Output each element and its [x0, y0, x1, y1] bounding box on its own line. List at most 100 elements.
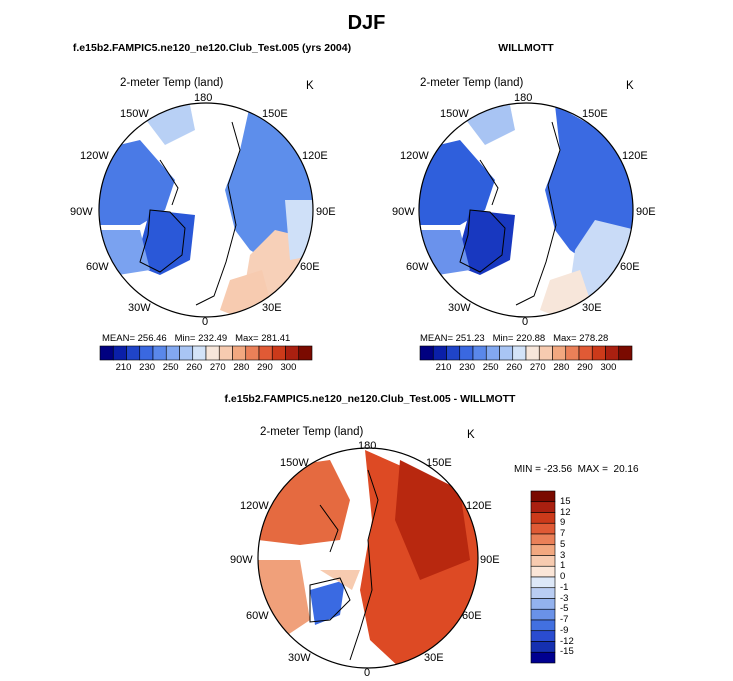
panel-2-min: 220.88 [516, 333, 546, 344]
colorbar-swatch [530, 501, 556, 513]
colorbar-swatch [126, 345, 141, 361]
panel-1-max: 281.41 [261, 333, 291, 344]
colorbar-tick-label: 250 [162, 362, 179, 373]
panel-3-stats: MIN = -23.56 MAX = 20.16 [514, 464, 639, 475]
panel-1-lon-180: 180 [194, 92, 213, 104]
panel-2-lon-30w: 30W [448, 302, 471, 314]
panel-2-max: 278.28 [579, 333, 609, 344]
colorbar-swatch [512, 345, 527, 361]
panel-1-mean: 256.46 [137, 333, 167, 344]
colorbar-swatch [179, 345, 194, 361]
colorbar-swatch [530, 522, 556, 535]
colorbar-tick-label: -1 [560, 581, 569, 593]
colorbar-swatch [165, 345, 180, 361]
colorbar-tick-label: 9 [560, 517, 566, 529]
colorbar-tick-label: 7 [560, 528, 566, 539]
colorbar-swatch [530, 576, 556, 589]
colorbar-swatch [192, 345, 207, 361]
panel-3-lon-120e: 120E [466, 500, 492, 512]
colorbar-swatch [605, 345, 620, 361]
colorbar-swatch [530, 544, 556, 556]
colorbar-tick-label: 1 [560, 560, 566, 572]
panel-3-lon-180: 180 [358, 440, 377, 452]
panel-3-lon-90w: 90W [230, 554, 253, 566]
colorbar-swatch [530, 490, 556, 503]
panel-2-lon-120e: 120E [622, 150, 648, 162]
panel-2-lon-0: 0 [522, 316, 529, 328]
colorbar-tick-label: -5 [560, 603, 569, 615]
colorbar-swatch [419, 345, 434, 361]
colorbar-tick-label: -9 [560, 624, 569, 636]
colorbar-swatch [565, 345, 580, 361]
panel-2-lon-180: 180 [514, 92, 533, 104]
panel-3-lon-150w: 150W [280, 457, 309, 469]
colorbar-swatch [525, 345, 540, 361]
panel-2-title: WILLMOTT [498, 42, 554, 54]
colorbar-tick-label: 15 [560, 495, 571, 507]
panel-3-colorbar [530, 490, 556, 664]
panel-2-colorbar [419, 345, 633, 361]
colorbar-swatch [459, 345, 474, 361]
panel-3-lon-60e: 60E [462, 610, 482, 622]
panel-1-lon-150w: 150W [120, 108, 149, 120]
colorbar-swatch [298, 345, 313, 361]
colorbar-swatch [530, 630, 556, 642]
panel-1-stats: MEAN= 256.46 Min= 232.49 Max= 281.41 [102, 333, 291, 344]
colorbar-swatch [245, 345, 260, 361]
colorbar-swatch [530, 587, 556, 599]
page-title: DJF [347, 12, 386, 34]
colorbar-swatch [530, 619, 556, 632]
panel-1-lon-30w: 30W [128, 302, 151, 314]
panel-1-variable: 2-meter Temp (land) [120, 77, 224, 89]
colorbar-swatch [499, 345, 514, 361]
panel-2-land-fill [419, 105, 633, 317]
panel-2-colorbar-ticks: 210 230 250 260 270 280 290 300 [420, 362, 632, 376]
panel-1-land-fill [99, 105, 313, 317]
colorbar-tick-label: 260 [506, 362, 523, 373]
colorbar-swatch [218, 345, 233, 361]
colorbar-tick-label: -15 [560, 646, 574, 658]
panel-3-max: 20.16 [613, 464, 639, 475]
colorbar-swatch [99, 345, 114, 361]
panel-2-lon-60w: 60W [406, 261, 429, 273]
panel-1-colorbar-ticks: 210 230 250 260 270 280 290 300 [100, 362, 312, 376]
panel-2-lon-90w: 90W [392, 206, 415, 218]
panel-2-coastlines [459, 121, 561, 306]
panel-3-title: f.e15b2.FAMPIC5.ne120_ne120.Club_Test.00… [224, 393, 516, 405]
panel-2-stats: MEAN= 251.23 Min= 220.88 Max= 278.28 [420, 333, 609, 344]
colorbar-swatch [530, 641, 556, 653]
panel-3-lon-120w: 120W [240, 500, 269, 512]
panel-1-lon-30e: 30E [262, 302, 282, 314]
colorbar-swatch [285, 345, 300, 361]
colorbar-swatch [530, 651, 556, 664]
panel-1-lon-0: 0 [202, 316, 209, 328]
colorbar-tick-label: 280 [233, 362, 250, 373]
colorbar-tick-label: 260 [186, 362, 203, 373]
colorbar-swatch [578, 345, 593, 361]
panel-1-lon-90w: 90W [70, 206, 93, 218]
panel-1-lon-120e: 120E [302, 150, 328, 162]
colorbar-swatch [432, 345, 447, 361]
panel-1-title: f.e15b2.FAMPIC5.ne120_ne120.Club_Test.00… [72, 42, 352, 54]
colorbar-swatch [152, 345, 167, 361]
colorbar-tick-label: 210 [435, 362, 452, 373]
colorbar-swatch [112, 345, 127, 361]
colorbar-tick-label: 250 [482, 362, 499, 373]
panel-1-lon-60e: 60E [300, 261, 320, 273]
colorbar-tick-label: 280 [553, 362, 570, 373]
panel-1-lon-60w: 60W [86, 261, 109, 273]
colorbar-swatch [205, 345, 220, 361]
panel-3-lon-90e: 90E [480, 554, 500, 566]
colorbar-tick-label: -7 [560, 614, 569, 625]
panel-2-lon-150e: 150E [582, 108, 608, 120]
panel-3-lon-30e: 30E [424, 652, 444, 664]
colorbar-tick-label: 3 [560, 549, 566, 561]
colorbar-swatch [530, 608, 556, 621]
colorbar-swatch [446, 345, 461, 361]
panel-2-units: K [626, 80, 634, 92]
colorbar-tick-label: 300 [280, 362, 297, 373]
panel-3-lon-0: 0 [364, 667, 371, 679]
panel-1-lon-150e: 150E [262, 108, 288, 120]
colorbar-tick-label: 12 [560, 506, 571, 518]
panel-3-lon-150e: 150E [426, 457, 452, 469]
